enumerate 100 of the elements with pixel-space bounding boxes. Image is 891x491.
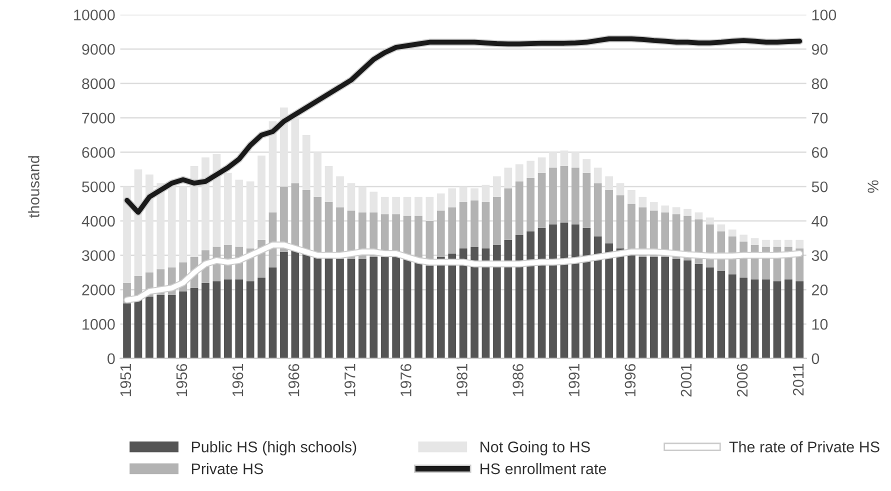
bar [717,224,726,232]
bar [628,255,636,358]
x-tick-label: 1966 [288,364,300,396]
bar [380,196,389,214]
bar [504,240,512,358]
bar [246,281,254,358]
bar [628,190,636,204]
bar [750,279,759,358]
bar [582,159,591,173]
bar [134,298,142,358]
y2-tick-label: 50 [812,181,828,192]
legend-label: Private HS [192,463,264,474]
bar [740,278,748,358]
y-tick-label: 8000 [82,78,115,90]
bar [650,257,658,358]
bar [448,207,456,254]
x-tick-label: 1996 [624,364,636,396]
x-tick-label: 1956 [176,364,188,396]
bar [370,192,378,212]
y-axis-title: thousand [28,156,40,218]
bar [291,250,300,358]
x-tick-label: 1971 [344,364,356,396]
bar [549,224,557,358]
bar [684,208,692,216]
bar [470,246,478,358]
bar [436,257,445,358]
y-tick-label: 6000 [82,147,115,158]
bar [750,238,759,246]
bar [448,254,456,358]
bar [470,200,478,247]
bar [538,228,546,358]
bar [582,228,591,358]
bar [796,240,804,248]
bar [594,236,602,358]
y2-tick-label: 30 [812,250,828,262]
bar [605,243,613,358]
bar [168,294,176,358]
bar [324,257,333,358]
bar [773,240,782,247]
bar [403,196,412,216]
x-tick-label: 2006 [736,364,748,397]
y-tick-label: 3000 [82,250,115,262]
bar [549,168,557,224]
bar [224,279,232,358]
bar [616,195,624,248]
bar [482,202,490,248]
bar [347,258,356,358]
bar [358,258,366,358]
bar [392,257,400,358]
bar [414,196,422,216]
bar [190,288,198,358]
bar [784,279,792,358]
y2-tick-label: 90 [812,44,828,55]
bar [202,282,210,358]
y-tick-label: 2000 [82,284,115,296]
y2-tick-label: 40 [812,216,828,227]
bar [268,267,277,358]
bar [336,258,344,358]
y2-tick-label: 60 [812,147,828,158]
bar [392,196,400,214]
bar [740,234,748,242]
bar [638,196,647,208]
bar [212,281,221,358]
bar [526,231,535,358]
bar [773,281,782,358]
bar [380,257,389,358]
y2-tick-label: 70 [812,112,828,124]
bar [694,212,703,220]
bar [436,210,445,258]
y2-tick-label: 100 [812,10,836,20]
bar [560,166,568,223]
y2-tick-label: 80 [812,78,828,90]
bar [582,172,591,228]
x-tick-label: 1976 [400,364,412,396]
bar [672,258,680,358]
bar [605,190,613,244]
x-tick-label: 2011 [792,364,804,396]
x-tick-label: 1991 [568,364,580,396]
bar [538,172,546,228]
y-tick-label: 7000 [82,112,115,124]
y2-axis-title: % [868,180,878,193]
bar [123,303,131,358]
legend-label: Public HS (high schools) [192,441,356,456]
x-tick-label: 1986 [512,364,524,396]
bar [650,202,658,211]
bar [796,281,804,358]
bar [594,183,602,236]
x-tick-label: 1961 [232,364,244,396]
legend-label: HS enrollment rate [480,463,606,474]
bar [526,160,535,178]
y2-tick-label: 20 [812,284,828,296]
legend-label: The rate of Private HS [729,441,880,452]
bar [717,270,726,358]
bar [436,193,445,211]
bar [728,274,736,358]
line-series [124,242,804,304]
bar [504,188,512,240]
bar [258,278,266,358]
bar [515,164,524,182]
bar [403,258,412,358]
